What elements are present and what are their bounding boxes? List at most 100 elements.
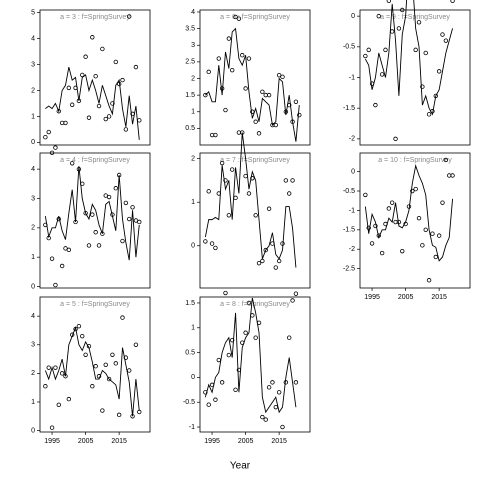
data-point — [96, 103, 102, 109]
y-tick-label: -1.5 — [343, 227, 355, 234]
data-point — [80, 333, 85, 339]
y-tick-label: 1 — [191, 325, 195, 332]
data-point — [223, 290, 228, 296]
data-point — [369, 241, 375, 246]
data-point — [273, 265, 278, 270]
data-point — [123, 127, 129, 132]
data-point — [287, 191, 292, 196]
y-tick-label: -0.5 — [343, 188, 355, 195]
data-point — [120, 238, 125, 244]
data-point — [373, 102, 378, 108]
data-point — [276, 72, 282, 78]
data-point — [53, 282, 58, 288]
data-point — [400, 248, 405, 254]
y-tick-label: 1.5 — [185, 92, 195, 99]
data-point — [266, 206, 272, 211]
data-point — [290, 178, 295, 183]
data-point — [110, 101, 115, 106]
y-tick-label: 4 — [31, 35, 35, 42]
y-tick-label: 0.5 — [185, 125, 195, 132]
data-point — [66, 396, 72, 402]
y-tick-label: 2 — [191, 75, 195, 82]
data-point — [293, 291, 299, 296]
data-point — [209, 241, 215, 246]
data-point — [59, 263, 65, 269]
fit-line — [44, 166, 140, 261]
data-point — [400, 7, 405, 13]
data-point — [389, 200, 395, 205]
data-point — [229, 337, 235, 343]
data-point — [226, 352, 232, 358]
data-point — [246, 56, 252, 61]
data-point — [256, 260, 262, 266]
data-point — [203, 92, 208, 98]
data-point — [413, 47, 418, 53]
data-point — [276, 390, 282, 395]
data-point — [246, 191, 252, 196]
data-point — [396, 26, 402, 31]
data-point — [416, 20, 422, 25]
x-tick-label: 1995 — [364, 294, 380, 301]
panel — [39, 152, 151, 289]
data-point — [63, 120, 68, 126]
y-tick-label: -1 — [189, 424, 195, 431]
y-tick-label: 0.5 — [185, 349, 195, 356]
y-tick-label: 3 — [191, 42, 195, 49]
data-point — [280, 424, 285, 430]
y-tick-label: -0.5 — [183, 399, 195, 406]
y-tick-label: -1 — [349, 207, 355, 214]
data-point — [270, 380, 275, 385]
data-point — [83, 54, 88, 59]
data-point — [219, 380, 225, 385]
data-point — [229, 167, 235, 172]
y-tick-label: -2 — [349, 246, 355, 253]
data-point — [83, 352, 88, 357]
data-point — [113, 59, 118, 65]
y-tick-label: 1 — [191, 109, 195, 116]
x-axis-label: Year — [230, 461, 251, 472]
data-point — [123, 200, 129, 206]
data-point — [426, 278, 432, 283]
y-tick-label: 0 — [31, 427, 35, 434]
data-point — [130, 205, 135, 210]
data-point — [96, 243, 102, 248]
data-point — [283, 178, 289, 183]
data-point — [293, 380, 299, 385]
x-tick-label: 1995 — [204, 438, 220, 445]
data-point — [120, 315, 125, 320]
data-point — [420, 84, 425, 89]
data-point — [43, 384, 48, 389]
data-point — [383, 47, 388, 53]
data-point — [379, 72, 385, 77]
data-point — [103, 116, 108, 122]
fit-line — [364, 0, 453, 116]
y-tick-label: -1 — [349, 74, 355, 81]
data-point — [440, 200, 445, 205]
fit-line — [205, 27, 300, 142]
data-point — [236, 16, 242, 21]
data-point — [120, 77, 125, 83]
y-tick-label: 4 — [31, 166, 35, 173]
data-point — [423, 227, 428, 233]
panel — [359, 152, 471, 289]
data-point — [436, 233, 442, 238]
fit-line — [45, 67, 140, 140]
data-point — [127, 216, 132, 222]
data-point — [133, 64, 139, 70]
data-point — [233, 387, 238, 393]
data-point — [253, 335, 258, 340]
panel-title: a = 5 : f=SpringSurvey — [60, 301, 130, 308]
data-point — [206, 189, 211, 194]
data-point — [106, 376, 112, 382]
data-point — [223, 107, 228, 113]
data-point — [436, 69, 442, 74]
data-point — [229, 67, 235, 73]
x-tick-label: 2005 — [78, 438, 94, 445]
data-point — [266, 385, 272, 390]
data-point — [203, 239, 208, 244]
data-point — [110, 352, 115, 357]
data-point — [127, 14, 132, 19]
y-tick-label: 1 — [191, 199, 195, 206]
panel — [199, 9, 311, 146]
data-point — [103, 362, 108, 367]
